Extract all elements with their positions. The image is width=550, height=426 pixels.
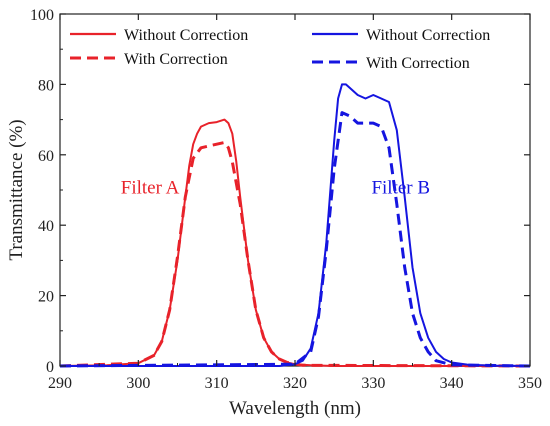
ticks-group: 290 300 310 320 330 340 350 0 20 40 60 80 100 xyxy=(30,7,542,392)
annotation-filter-a: Filter A xyxy=(121,178,180,199)
series-line-a-with xyxy=(59,141,531,368)
y-tick-label: 40 xyxy=(38,218,54,235)
y-tick-label: 100 xyxy=(30,7,54,24)
y-tick-label: 20 xyxy=(38,289,54,306)
legend-filter-a: Without Correction With Correction xyxy=(70,27,248,68)
x-tick-label: 300 xyxy=(126,375,150,392)
x-axis-label: Wavelength (nm) xyxy=(229,398,361,419)
series-group xyxy=(59,83,531,368)
y-tick-label: 80 xyxy=(38,77,54,94)
legend-label-b-without: Without Correction xyxy=(366,27,490,44)
x-tick-label: 350 xyxy=(518,375,542,392)
x-tick-label: 340 xyxy=(440,375,464,392)
legend-label-b-with: With Correction xyxy=(366,55,470,72)
legend-filter-b: Without Correction With Correction xyxy=(312,27,490,72)
y-tick-label: 0 xyxy=(46,359,54,376)
y-axis-label: Transmittance (%) xyxy=(6,119,27,260)
x-tick-label: 320 xyxy=(283,375,307,392)
x-tick-label: 310 xyxy=(205,375,229,392)
plot-area xyxy=(59,13,531,367)
legend-label-a-with: With Correction xyxy=(124,51,228,68)
y-tick-label: 60 xyxy=(38,148,54,165)
series-line-b-with xyxy=(59,111,531,368)
legend-label-a-without: Without Correction xyxy=(124,27,248,44)
x-tick-label: 330 xyxy=(361,375,385,392)
x-tick-label: 290 xyxy=(48,375,72,392)
annotation-filter-b: Filter B xyxy=(371,178,430,199)
